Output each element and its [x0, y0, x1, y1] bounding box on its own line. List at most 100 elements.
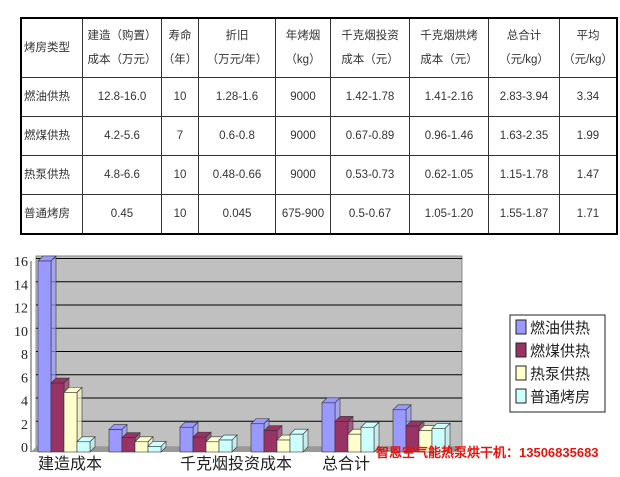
header-cell: 总合计 （元/kg） — [488, 17, 560, 78]
bar — [360, 426, 375, 453]
table-cell: 2.83-3.94 — [488, 77, 560, 117]
cost-table: 烤房类型 建造（购置） 成本（万元） 寿命 （年） 折旧 （万元/年） 年烤烟 （kg） 千克烟投… — [20, 17, 618, 235]
table-cell: 燃油供热 — [20, 77, 83, 117]
table-cell: 12.8-16.0 — [82, 77, 162, 117]
legend-label: 热泵供热 — [530, 365, 590, 383]
y-tick-label: 10 — [14, 325, 28, 340]
legend-label: 燃油供热 — [530, 319, 590, 337]
bar — [263, 430, 278, 453]
header-text: 折旧 — [225, 30, 249, 42]
legend-label: 普通烤房 — [530, 388, 590, 406]
table-cell: 9000 — [275, 77, 331, 117]
table-cell: 1.99 — [559, 116, 618, 156]
table-cell: 1.28-1.6 — [198, 77, 276, 117]
table-cell: 0.62-1.05 — [409, 155, 489, 195]
table-cell: 0.53-0.73 — [330, 155, 410, 195]
bar — [37, 260, 52, 453]
bar — [134, 441, 149, 453]
table-cell: 9000 — [275, 155, 331, 195]
table-cell: 0.96-1.46 — [409, 116, 489, 156]
bar — [334, 421, 349, 453]
header-text: 建造（购置） — [87, 30, 157, 42]
bar — [50, 382, 65, 453]
table-cell: 普通烤房 — [20, 194, 83, 235]
table-cell: 燃煤供热 — [20, 116, 83, 156]
header-text: （元/kg） — [499, 54, 549, 66]
table-cell: 3.34 — [559, 77, 618, 117]
legend-swatch — [515, 388, 527, 404]
table-cell: 0.045 — [198, 194, 276, 235]
header-text: （kg） — [285, 54, 321, 66]
header-cell: 年烤烟 （kg） — [275, 17, 331, 78]
table-row: 燃煤供热 4.2-5.6 7 0.6-0.8 9000 0.67-0.89 0.96-1.4… — [20, 116, 618, 156]
bar — [321, 402, 336, 453]
legend-label: 燃煤供热 — [530, 342, 590, 360]
bar — [218, 439, 233, 453]
header-text: 烤房类型 — [24, 42, 70, 54]
table-cell: 4.2-5.6 — [82, 116, 162, 156]
y-tick-label: 4 — [21, 395, 28, 410]
table-cell: 7 — [161, 116, 199, 156]
table-cell: 1.71 — [559, 194, 618, 235]
table-cell: 0.6-0.8 — [198, 116, 276, 156]
header-text: 千克烟烘烤 — [420, 30, 478, 42]
bar — [276, 439, 291, 453]
bar-chart: 0 2 4 6 8 10 12 14 16 建造成本 千克烟投资成本 总合计 燃油供热燃煤供热热泵供热普… — [14, 255, 606, 473]
table-row: 普通烤房 0.45 10 0.045 675-900 0.5-0.67 1.05-1.20 1… — [20, 194, 618, 235]
x-tick-label: 总合计 — [322, 454, 370, 473]
table-cell: 10 — [161, 194, 199, 235]
bar — [347, 433, 362, 453]
table-cell: 675-900 — [275, 194, 331, 235]
header-text: 平均 — [576, 30, 600, 42]
table-row: 热泵供热 4.8-6.6 10 0.48-0.66 9000 0.53-0.73 0.62-… — [20, 155, 618, 195]
bar — [179, 426, 194, 453]
header-text: 年烤烟 — [285, 30, 321, 42]
header-cell: 千克烟投资 成本（元） — [330, 17, 410, 78]
bar — [108, 429, 123, 453]
table-cell: 1.15-1.78 — [488, 155, 560, 195]
table-cell: 1.42-1.78 — [330, 77, 410, 117]
header-text: 成本（万元） — [87, 54, 157, 66]
header-cell: 平均 （元/kg） — [559, 17, 618, 78]
header-cell: 寿命 （年） — [161, 17, 199, 78]
x-tick-label: 建造成本 — [38, 454, 102, 473]
header-text: 总合计 — [506, 30, 542, 42]
y-tick-label: 12 — [14, 302, 28, 317]
header-text: 千克烟投资 — [341, 30, 399, 42]
table-cell: 4.8-6.6 — [82, 155, 162, 195]
table-cell: 0.45 — [82, 194, 162, 235]
bar — [205, 441, 220, 453]
bar — [121, 437, 136, 453]
watermark: 智恩空气能热泵烘干机：13506835683 — [376, 445, 599, 460]
y-tick-label: 16 — [14, 255, 28, 270]
table-cell: 10 — [161, 77, 199, 117]
y-tick-label: 6 — [21, 371, 28, 386]
y-tick-label: 8 — [21, 348, 28, 363]
y-tick-label: 14 — [14, 278, 28, 293]
legend-swatch — [515, 319, 527, 335]
y-tick-label: 0 — [21, 441, 28, 456]
bar — [250, 423, 265, 453]
header-text: 寿命 — [168, 30, 192, 42]
header-cell: 建造（购置） 成本（万元） — [82, 17, 162, 78]
x-tick-label: 千克烟投资成本 — [180, 454, 292, 473]
legend-swatch — [515, 365, 527, 381]
header-cell: 千克烟烘烤成本（元） — [409, 17, 489, 78]
header-cell: 折旧 （万元/年） — [198, 17, 276, 78]
header-cell: 烤房类型 — [20, 17, 83, 78]
table-cell: 1.47 — [559, 155, 618, 195]
table-cell: 1.41-2.16 — [409, 77, 489, 117]
table-cell: 1.55-1.87 — [488, 194, 560, 235]
table-cell: 热泵供热 — [20, 155, 83, 195]
header-text: 成本（元） — [420, 54, 478, 66]
bar — [431, 428, 446, 453]
header-text: （元/kg） — [563, 54, 613, 66]
table-cell: 0.5-0.67 — [330, 194, 410, 235]
bar — [192, 436, 207, 453]
table-cell: 0.48-0.66 — [198, 155, 276, 195]
table-cell: 1.05-1.20 — [409, 194, 489, 235]
header-text: （万元/年） — [206, 54, 268, 66]
bar — [147, 446, 162, 453]
y-tick-label: 2 — [21, 418, 28, 433]
header-text: （年） — [162, 54, 198, 66]
